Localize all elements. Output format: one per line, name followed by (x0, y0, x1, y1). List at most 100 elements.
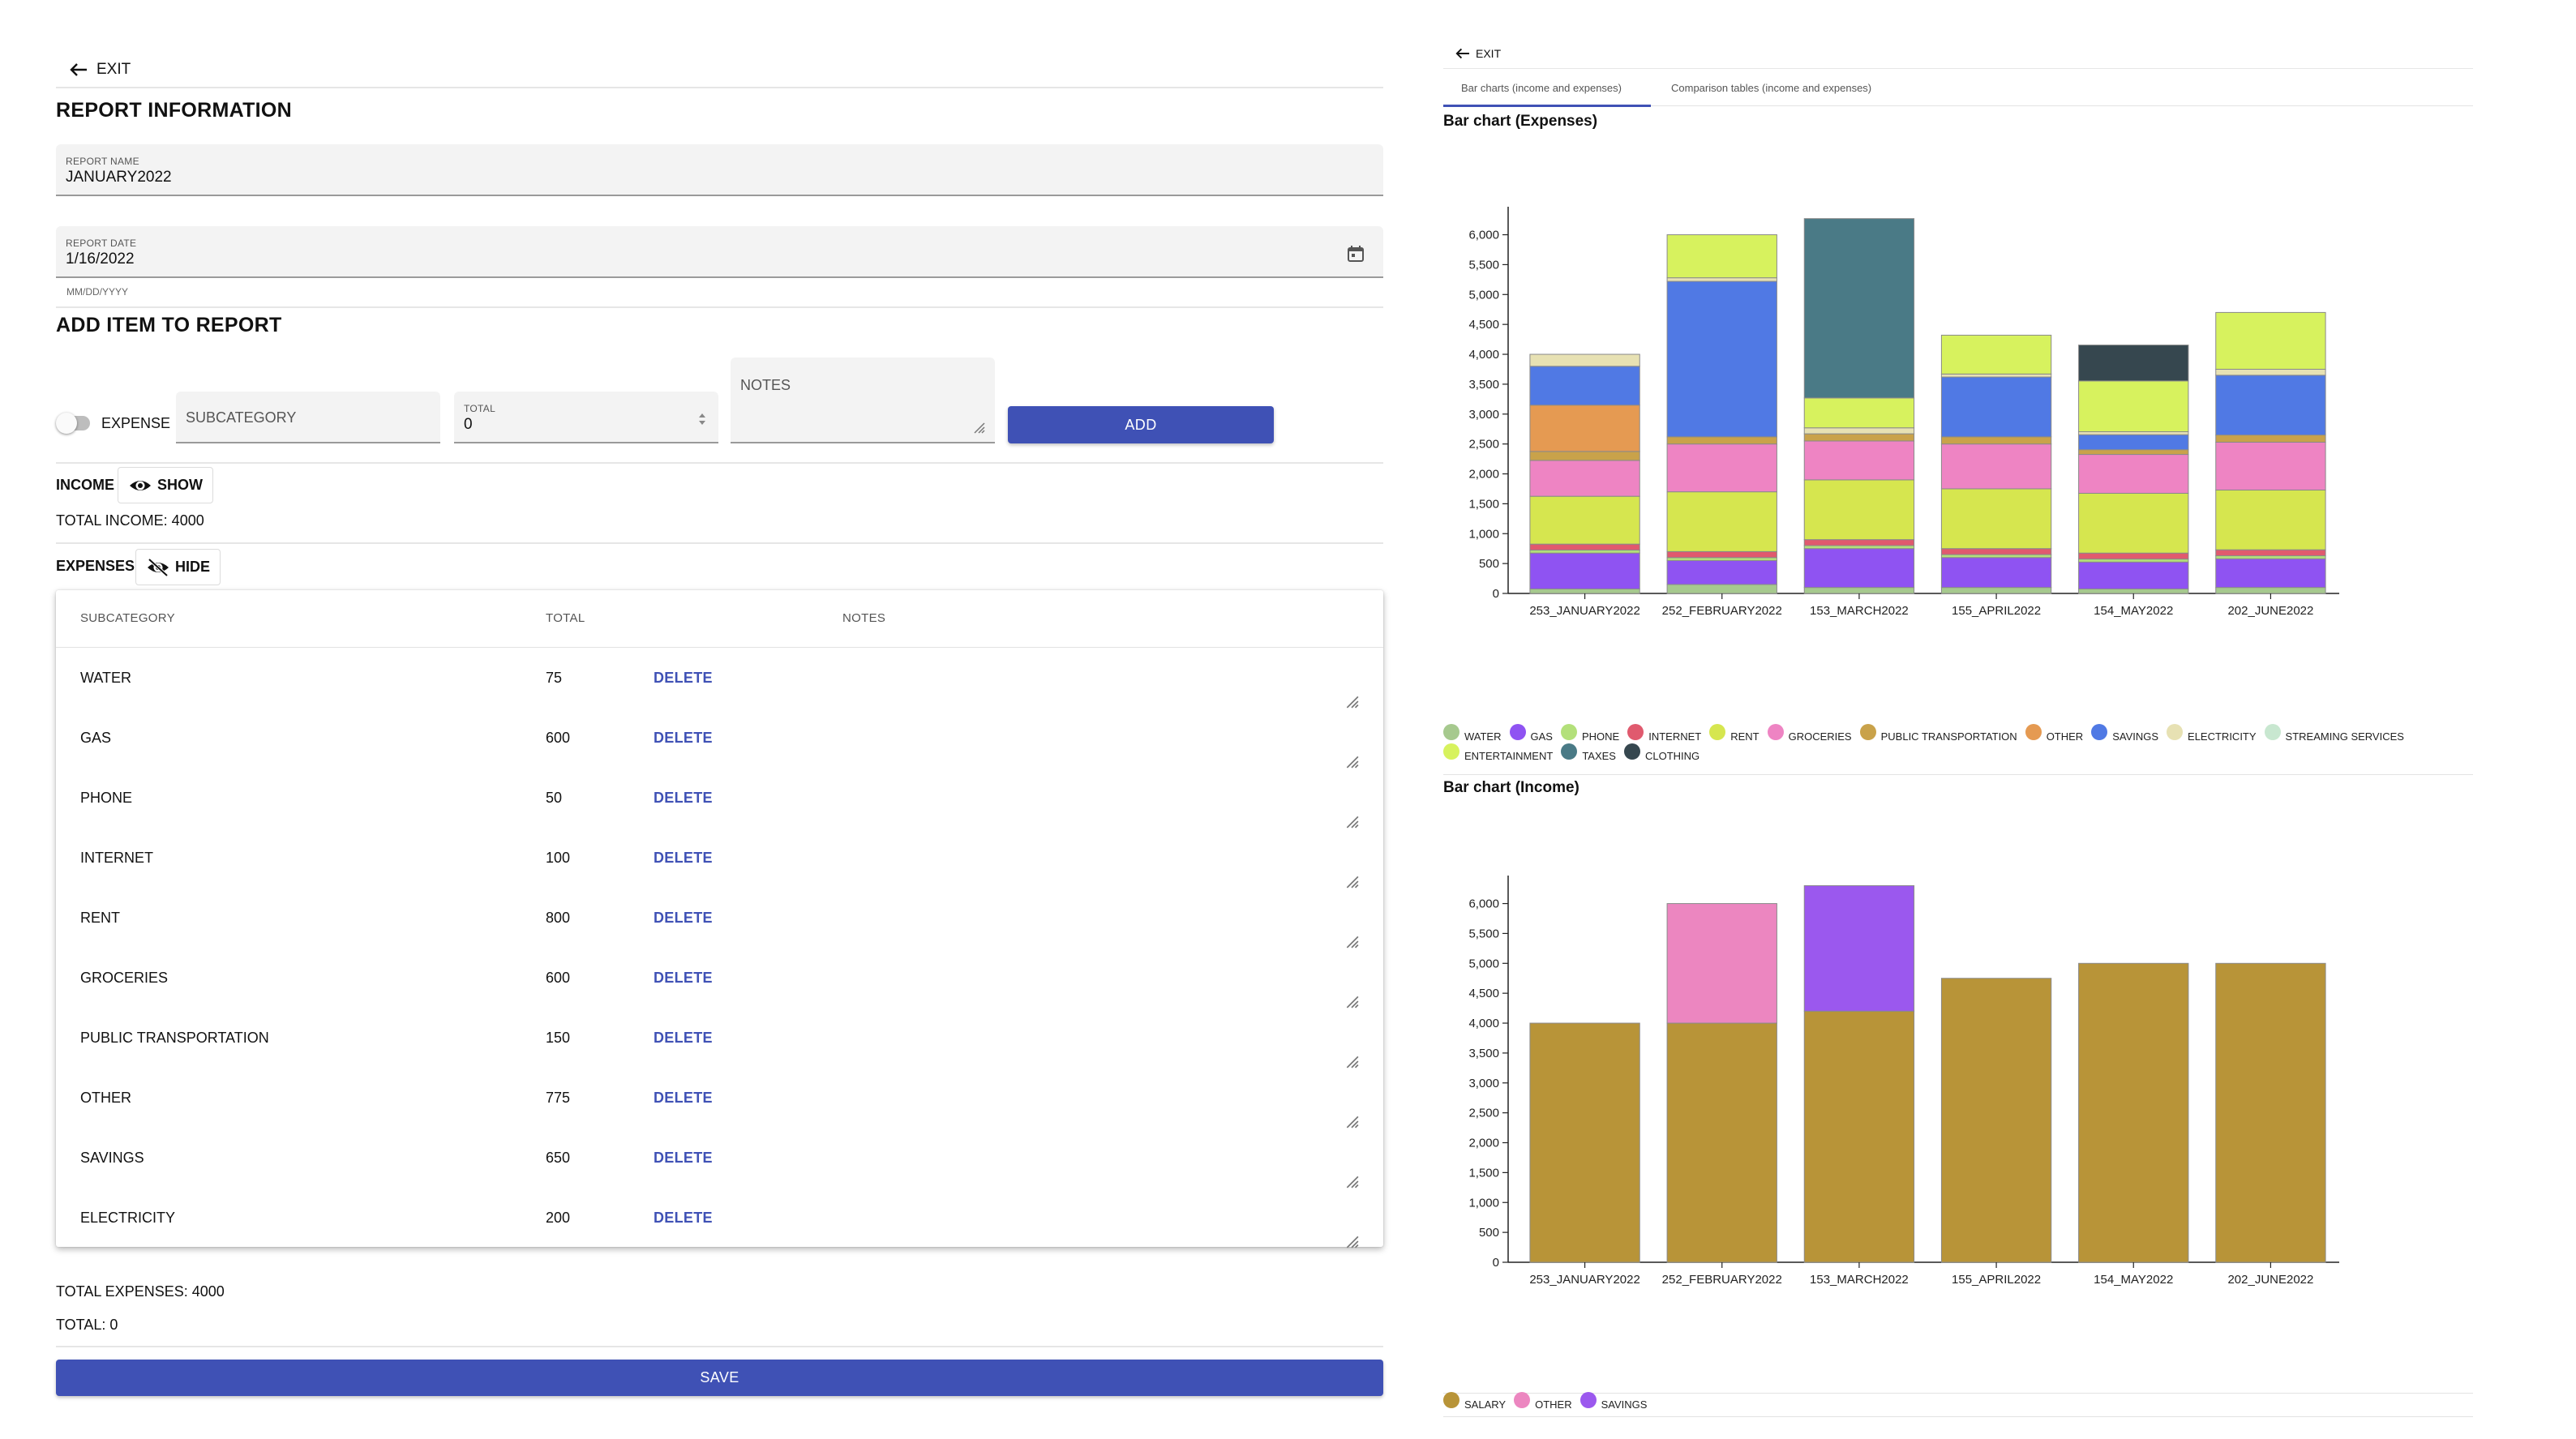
tab-bar-charts[interactable]: Bar charts (income and expenses) (1461, 82, 1622, 94)
delete-button[interactable]: DELETE (654, 1150, 713, 1166)
report-date-field[interactable]: REPORT DATE 1/16/2022 (56, 226, 1383, 278)
legend-swatch (2091, 724, 2108, 740)
row-total: 600 (546, 970, 571, 986)
calendar-icon[interactable] (1346, 244, 1365, 263)
legend-swatch (1443, 724, 1459, 740)
bar-segment (2215, 311, 2326, 370)
bar-segment (1529, 353, 1640, 367)
row-subcategory: RENT (80, 910, 120, 926)
row-total: 200 (546, 1210, 571, 1226)
notes-input[interactable]: NOTES (731, 358, 995, 443)
resize-grip-icon[interactable] (1344, 1174, 1359, 1188)
row-subcategory: PHONE (80, 790, 133, 806)
bar-segment (2078, 380, 2189, 433)
active-tab-indicator (1443, 105, 1651, 107)
y-tick-label: 1,500 (1468, 1166, 1499, 1180)
delete-button[interactable]: DELETE (654, 910, 713, 926)
delete-button[interactable]: DELETE (654, 730, 713, 746)
report-date-label: REPORT DATE (66, 238, 137, 249)
row-subcategory: WATER (80, 670, 131, 686)
x-tick-label: 252_FEBRUARY2022 (1662, 1273, 1782, 1287)
row-total: 100 (546, 850, 571, 866)
subcategory-input[interactable]: SUBCATEGORY (176, 392, 440, 443)
delete-button[interactable]: DELETE (654, 1210, 713, 1226)
y-tick-label: 3,000 (1468, 1077, 1499, 1090)
row-subcategory: OTHER (80, 1090, 131, 1106)
resize-grip-icon[interactable] (1344, 1114, 1359, 1129)
arrow-left-icon (70, 63, 87, 76)
exit-button[interactable]: EXIT (69, 61, 131, 79)
y-tick-label: 4,000 (1468, 1017, 1499, 1030)
bar-segment (1803, 433, 1915, 442)
bar-segment (2215, 441, 2326, 490)
legend-label: ENTERTAINMENT (1464, 749, 1554, 762)
resize-grip-icon[interactable] (1344, 814, 1359, 829)
bar-segment (1940, 373, 2052, 378)
row-subcategory: GROCERIES (80, 970, 169, 986)
report-name-field[interactable]: REPORT NAME JANUARY2022 (56, 144, 1383, 196)
bar-segment (1666, 281, 1777, 438)
show-button-label: SHOW (157, 477, 203, 493)
bar-segment (1940, 978, 2052, 1263)
bar-segment (1529, 451, 1640, 461)
table-row: GROCERIES 600 DELETE (56, 949, 1383, 1009)
delete-button[interactable]: DELETE (654, 670, 713, 686)
add-item-title: ADD ITEM TO REPORT (56, 314, 282, 336)
legend-swatch (1627, 724, 1644, 740)
x-tick-label: 153_MARCH2022 (1810, 604, 1909, 618)
bar-segment (1666, 584, 1777, 594)
legend-label: OTHER (2046, 730, 2084, 743)
x-tick-label: 154_MAY2022 (2094, 1273, 2173, 1287)
legend-label: INTERNET (1648, 730, 1702, 743)
show-income-button[interactable]: SHOW (118, 467, 213, 503)
bar-segment (2078, 449, 2189, 456)
add-button[interactable]: ADD (1008, 406, 1274, 443)
legend-swatch (1514, 1392, 1531, 1408)
expense-toggle[interactable]: EXPENSE (56, 411, 171, 435)
legend-item: CLOTHING (1623, 743, 1699, 762)
bar-segment (2215, 587, 2326, 594)
bar-segment (1803, 548, 1915, 589)
resize-grip-icon[interactable] (972, 421, 985, 434)
hide-expenses-button[interactable]: HIDE (135, 549, 221, 585)
delete-button[interactable]: DELETE (654, 790, 713, 806)
x-tick-label: 202_JUNE2022 (2227, 604, 2313, 618)
legend-label: GAS (1530, 730, 1553, 743)
resize-grip-icon[interactable] (1344, 994, 1359, 1009)
delete-button[interactable]: DELETE (654, 850, 713, 866)
arrow-left-icon (1455, 48, 1469, 59)
total-input[interactable]: TOTAL 0 (454, 392, 718, 443)
expense-toggle-label: EXPENSE (101, 415, 171, 431)
number-stepper-icon[interactable] (697, 411, 707, 427)
delete-button[interactable]: DELETE (654, 970, 713, 986)
right-exit-button[interactable]: EXIT (1455, 47, 1501, 60)
resize-grip-icon[interactable] (1344, 694, 1359, 709)
resize-grip-icon[interactable] (1344, 1054, 1359, 1069)
tab-comparison-tables[interactable]: Comparison tables (income and expenses) (1671, 82, 1872, 94)
bar-segment (2078, 431, 2189, 435)
legend-swatch (2167, 724, 2184, 740)
legend-label: SAVINGS (2112, 730, 2159, 743)
legend-item: RENT (1709, 724, 1759, 743)
y-tick-label: 5,500 (1468, 258, 1499, 272)
legend-item: ELECTRICITY (2167, 724, 2257, 743)
delete-button[interactable]: DELETE (654, 1030, 713, 1046)
delete-button[interactable]: DELETE (654, 1090, 713, 1106)
y-tick-label: 6,000 (1468, 229, 1499, 242)
bar-segment (2215, 489, 2326, 550)
resize-grip-icon[interactable] (1344, 1234, 1359, 1248)
resize-grip-icon[interactable] (1344, 754, 1359, 769)
bar-segment (1940, 334, 2052, 375)
legend-label: SALARY (1464, 1398, 1507, 1411)
bar-segment (1803, 427, 1915, 435)
bar-segment (2215, 549, 2326, 557)
bar-segment (1803, 587, 1915, 594)
bar-segment (1940, 554, 2052, 559)
resize-grip-icon[interactable] (1344, 934, 1359, 949)
row-total: 775 (546, 1090, 571, 1106)
y-tick-label: 5,000 (1468, 288, 1499, 302)
report-name-label: REPORT NAME (66, 156, 139, 167)
save-button[interactable]: SAVE (56, 1360, 1383, 1396)
legend-swatch (1767, 724, 1784, 740)
resize-grip-icon[interactable] (1344, 874, 1359, 889)
